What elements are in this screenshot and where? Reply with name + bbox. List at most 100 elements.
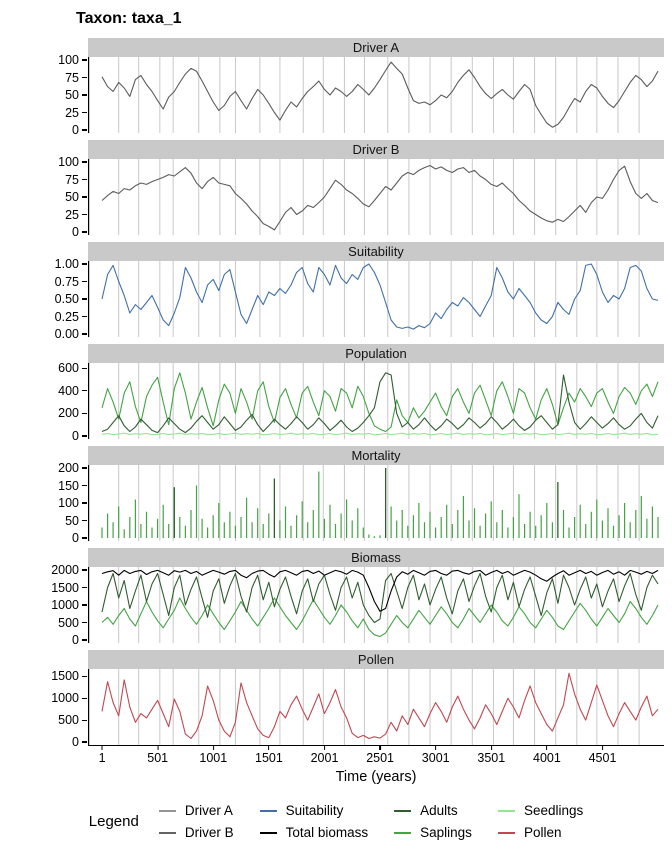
panel-strip: Pollen <box>88 650 664 669</box>
legend-entry-adults: Adults <box>394 803 472 818</box>
plot-area <box>88 363 659 439</box>
series-adults <box>101 572 659 624</box>
y-tick: 25 <box>0 106 87 119</box>
panel-plot: 0 25 50 75 100 <box>58 54 664 136</box>
y-tick-mark <box>82 621 87 624</box>
legend-column: Seedlings Pollen <box>497 803 584 840</box>
series-saplings <box>101 372 659 433</box>
y-tick: 75 <box>0 71 87 84</box>
x-tick: 2501 <box>366 746 394 765</box>
y-tick-mark <box>82 213 87 216</box>
x-tick-mark <box>379 746 381 750</box>
x-tick-mark <box>435 746 437 750</box>
y-tick-label: 0.00 <box>54 327 79 341</box>
panel-strip-label: Population <box>345 346 407 361</box>
panel-strip: Suitability <box>88 242 664 261</box>
x-tick: 501 <box>147 746 168 765</box>
y-tick-mark <box>82 94 87 96</box>
x-tick-label: 1001 <box>199 751 228 765</box>
panel-plot: 0 500 1000 1500 <box>51 669 664 748</box>
plot-area <box>88 669 659 745</box>
series-suitability <box>101 263 659 330</box>
legend-line-swatch <box>497 831 515 834</box>
y-tick-mark <box>82 502 87 504</box>
x-tick-mark <box>490 746 492 750</box>
panel-plot: 0.00 0.25 0.50 0.75 1.00 <box>55 258 664 340</box>
y-tick: 0 <box>0 532 87 544</box>
series-driver-a <box>101 61 659 128</box>
y-tick-mark <box>82 263 87 265</box>
x-axis-line <box>88 745 664 747</box>
y-tick: 200 <box>0 462 87 474</box>
y-tick-mark <box>82 196 87 198</box>
legend-label: Saplings <box>420 825 472 840</box>
y-tick-label: 100 <box>58 155 79 169</box>
x-tick-label: 3001 <box>421 751 450 765</box>
panel-strip-label: Pollen <box>357 652 395 667</box>
panel-plot: 0 500 1000 1500 2000 <box>51 564 664 646</box>
y-tick-mark <box>82 569 87 571</box>
panel-strip: Mortality <box>88 446 664 465</box>
y-tick-mark <box>82 231 87 233</box>
page-title: Taxon: taxa_1 <box>76 10 182 27</box>
y-tick-label: 75 <box>65 172 79 187</box>
legend: Legend Driver A Driver B Suitability Total … <box>0 803 672 840</box>
legend-entry-driver-a: Driver A <box>158 803 234 818</box>
y-tick-mark <box>82 59 87 61</box>
series-adults <box>101 372 659 434</box>
y-tick: 1500 <box>0 581 87 594</box>
legend-line-swatch <box>394 831 412 834</box>
y-tick-label: 200 <box>58 406 79 421</box>
y-tick-label: 500 <box>58 713 79 728</box>
legend-line-swatch <box>158 831 176 834</box>
legend-entry-total-biomass: Total biomass <box>259 825 368 840</box>
y-tick-label: 500 <box>58 615 79 630</box>
y-tick-label: 0 <box>72 123 79 137</box>
y-tick-label: 0 <box>72 735 79 749</box>
legend-entry-saplings: Saplings <box>394 825 472 840</box>
y-tick: 100 <box>0 497 87 509</box>
y-tick: 50 <box>0 89 87 101</box>
y-tick-mark <box>82 604 87 606</box>
y-tick: 50 <box>0 514 87 527</box>
y-tick-label: 25 <box>65 207 79 222</box>
y-tick: 25 <box>0 207 87 222</box>
y-tick-label: 0 <box>72 531 79 545</box>
y-tick: 1500 <box>0 670 87 683</box>
y-tick-label: 1.00 <box>54 257 79 271</box>
y-tick-mark <box>82 519 87 522</box>
y-tick-mark <box>82 315 87 318</box>
y-tick: 2000 <box>0 564 87 576</box>
y-tick: 50 <box>0 191 87 203</box>
legend-entry-driver-b: Driver B <box>158 825 234 840</box>
legend-column: Driver A Driver B <box>158 803 234 840</box>
panel-mortality: Mortality 0 50 100 150 200 <box>58 446 664 544</box>
y-tick: 0 <box>0 124 87 136</box>
x-tick-mark <box>101 746 103 750</box>
series-driver-b <box>101 164 659 231</box>
plot-area <box>88 57 659 133</box>
y-tick-mark <box>82 639 87 641</box>
y-tick: 500 <box>0 714 87 726</box>
y-tick: 1000 <box>0 691 87 706</box>
y-tick-mark <box>82 537 87 539</box>
legend-entries: Driver A Driver B Suitability Total biomass… <box>158 803 584 840</box>
legend-label: Seedlings <box>523 803 584 818</box>
panel-strip: Population <box>88 344 664 363</box>
y-tick-label: 50 <box>65 190 79 204</box>
x-tick-label: 501 <box>147 751 169 765</box>
legend-entry-seedlings: Seedlings <box>497 803 584 818</box>
legend-label: Adults <box>420 803 458 818</box>
y-tick-label: 100 <box>58 53 79 67</box>
panel-population: Population 0 200 400 600 <box>58 344 664 442</box>
y-tick-label: 150 <box>58 478 79 493</box>
y-tick: 100 <box>0 156 87 168</box>
panel-suitability: Suitability 0.00 0.25 0.50 0.75 1.00 <box>55 242 664 340</box>
y-tick-label: 1000 <box>51 691 79 706</box>
y-tick: 75 <box>0 172 87 187</box>
x-tick: 1501 <box>255 746 283 765</box>
y-tick: 1.00 <box>0 258 87 270</box>
x-tick: 3501 <box>477 746 505 765</box>
y-tick-label: 400 <box>58 383 79 398</box>
